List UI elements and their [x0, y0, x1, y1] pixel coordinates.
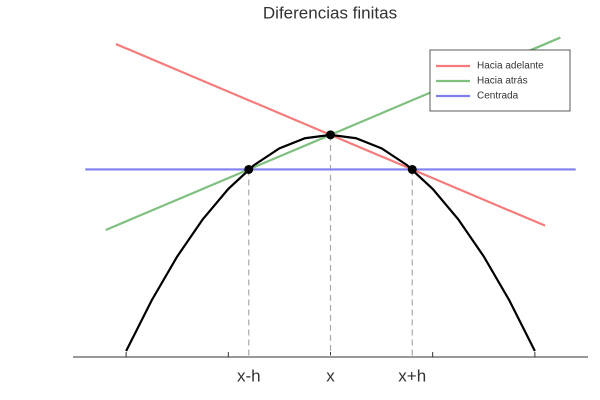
- x-tick-label: x: [326, 366, 335, 385]
- chart-title: Diferencias finitas: [263, 3, 397, 22]
- x-tick-label: x-h: [237, 366, 261, 385]
- legend-label: Hacia adelante: [477, 61, 544, 72]
- x-tick-label: x+h: [398, 366, 426, 385]
- legend-label: Centrada: [477, 91, 519, 102]
- legend-label: Hacia atrás: [477, 76, 528, 87]
- point: [407, 164, 417, 174]
- point: [244, 164, 254, 174]
- point: [326, 130, 335, 140]
